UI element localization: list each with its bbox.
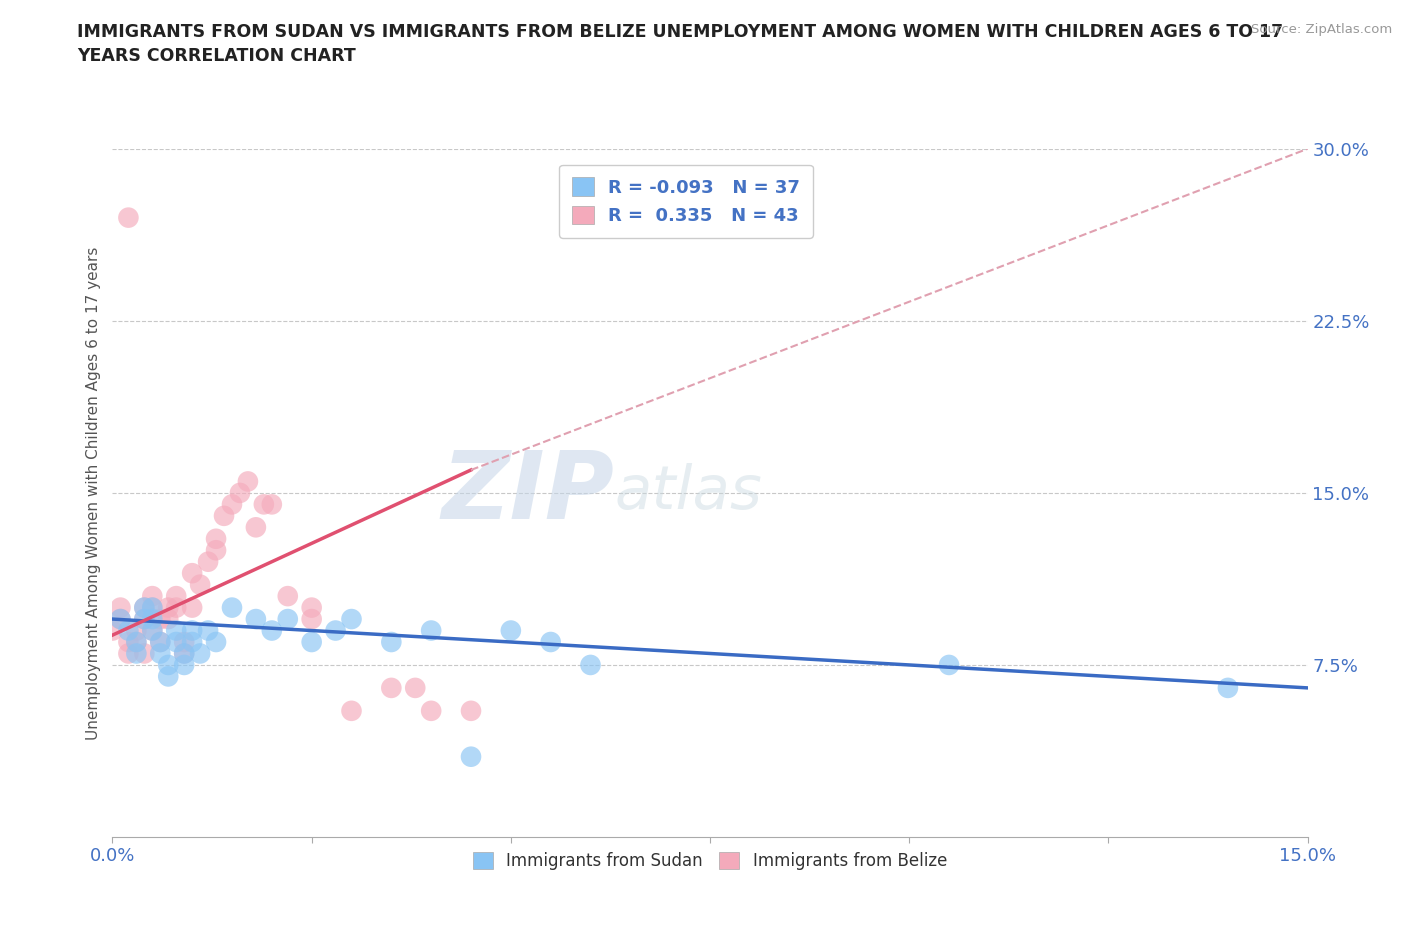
Point (117, 634, 139, 649)
Text: IMMIGRANTS FROM SUDAN VS IMMIGRANTS FROM BELIZE UNEMPLOYMENT AMONG WOMEN WITH CH: IMMIGRANTS FROM SUDAN VS IMMIGRANTS FROM… (77, 23, 1284, 65)
Point (157, 658, 180, 672)
Point (173, 646, 195, 661)
Point (205, 543, 228, 558)
Point (125, 634, 148, 649)
Point (125, 623, 148, 638)
Point (149, 634, 172, 649)
Point (301, 600, 323, 615)
Point (110, 612, 132, 627)
Point (173, 646, 195, 661)
Point (197, 623, 219, 638)
Point (165, 634, 187, 649)
Point (157, 612, 180, 627)
Point (380, 681, 402, 696)
Point (229, 485, 252, 500)
Point (245, 612, 267, 627)
Point (165, 623, 187, 638)
Y-axis label: Unemployment Among Women with Children Ages 6 to 17 years: Unemployment Among Women with Children A… (86, 246, 101, 739)
Point (260, 623, 283, 638)
Point (325, 623, 347, 638)
Point (221, 497, 243, 512)
Point (181, 565, 204, 580)
Point (110, 600, 132, 615)
Point (149, 634, 172, 649)
Point (404, 681, 426, 696)
Text: Source: ZipAtlas.com: Source: ZipAtlas.com (1251, 23, 1392, 36)
Point (540, 634, 562, 649)
Point (141, 623, 163, 638)
Point (188, 646, 211, 661)
Point (141, 589, 163, 604)
Point (460, 750, 482, 764)
Point (197, 554, 219, 569)
Point (181, 600, 204, 615)
Point (260, 497, 283, 512)
Point (420, 623, 443, 638)
Point (134, 646, 156, 661)
Point (579, 658, 602, 672)
Point (149, 646, 172, 661)
Point (125, 634, 148, 649)
Point (236, 474, 259, 489)
Point (173, 658, 195, 672)
Point (340, 612, 363, 627)
Point (117, 646, 139, 661)
Point (110, 612, 132, 627)
Point (212, 509, 235, 524)
Text: ZIP: ZIP (441, 447, 614, 538)
Point (141, 612, 163, 627)
Point (1216, 681, 1239, 696)
Point (157, 600, 180, 615)
Point (245, 520, 267, 535)
Text: atlas: atlas (614, 463, 762, 523)
Legend: Immigrants from Sudan, Immigrants from Belize: Immigrants from Sudan, Immigrants from B… (467, 845, 953, 877)
Point (938, 658, 960, 672)
Point (173, 634, 195, 649)
Point (117, 623, 139, 638)
Point (205, 634, 228, 649)
Point (141, 600, 163, 615)
Point (157, 669, 180, 684)
Point (181, 623, 204, 638)
Point (134, 600, 156, 615)
Point (277, 589, 299, 604)
Point (134, 612, 156, 627)
Point (165, 589, 187, 604)
Point (301, 634, 323, 649)
Point (101, 623, 124, 638)
Point (340, 703, 363, 718)
Point (499, 623, 522, 638)
Point (134, 600, 156, 615)
Point (149, 612, 172, 627)
Point (165, 600, 187, 615)
Point (181, 634, 204, 649)
Point (301, 612, 323, 627)
Point (125, 646, 148, 661)
Point (117, 210, 139, 225)
Point (253, 497, 276, 512)
Point (221, 600, 243, 615)
Point (420, 703, 443, 718)
Point (205, 531, 228, 546)
Point (141, 600, 163, 615)
Point (380, 634, 402, 649)
Point (141, 623, 163, 638)
Point (460, 703, 482, 718)
Point (277, 612, 299, 627)
Point (188, 578, 211, 592)
Point (134, 612, 156, 627)
